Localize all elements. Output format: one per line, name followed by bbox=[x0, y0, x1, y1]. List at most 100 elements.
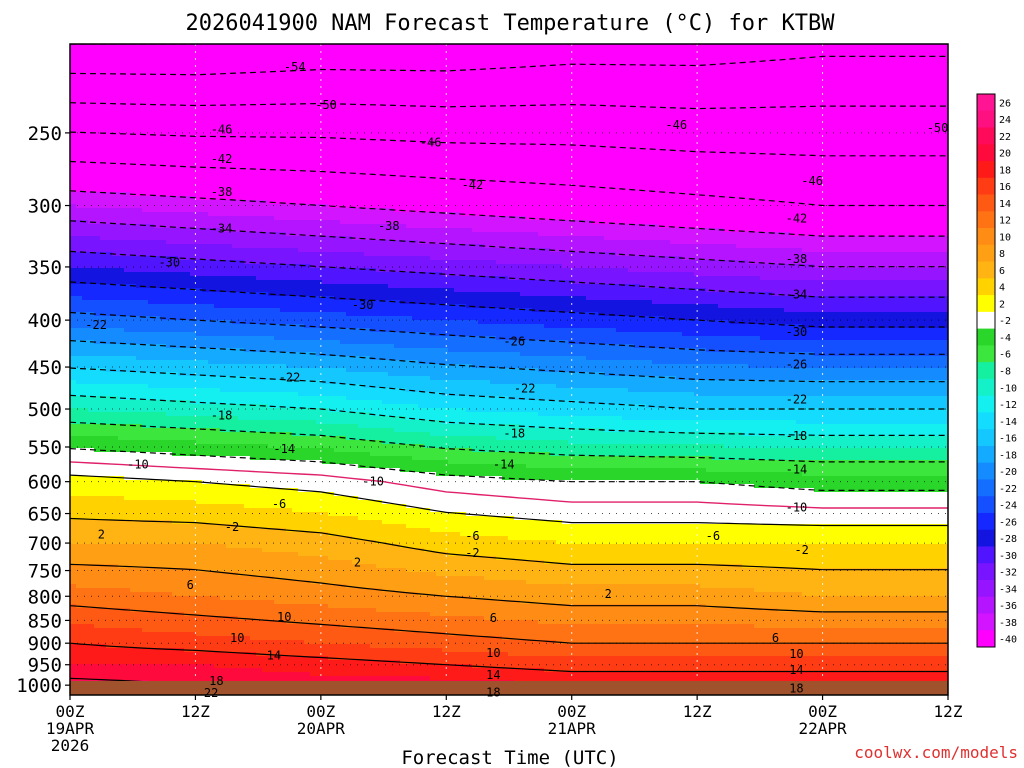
temp-cell bbox=[172, 596, 179, 601]
temp-cell bbox=[160, 400, 167, 405]
temp-cell bbox=[166, 480, 173, 485]
temp-cell bbox=[208, 664, 215, 669]
temp-cell bbox=[112, 280, 119, 285]
temp-cell bbox=[232, 516, 239, 521]
temp-cell bbox=[82, 192, 89, 197]
temp-cell bbox=[172, 504, 179, 509]
temp-cell bbox=[202, 216, 209, 221]
temp-cell bbox=[190, 672, 197, 677]
temp-cell bbox=[214, 228, 221, 233]
temp-cell bbox=[76, 196, 83, 201]
temp-cell bbox=[70, 148, 77, 153]
temp-cell bbox=[208, 404, 215, 409]
temp-cell bbox=[130, 588, 137, 593]
temp-cell bbox=[148, 348, 155, 353]
temp-cell bbox=[190, 572, 197, 577]
temp-cell bbox=[232, 544, 239, 549]
temp-cell bbox=[88, 560, 95, 565]
temp-cell bbox=[160, 56, 167, 61]
temp-cell bbox=[106, 436, 113, 441]
temp-cell bbox=[190, 548, 197, 553]
temp-cell bbox=[136, 76, 143, 81]
temp-cell bbox=[190, 444, 197, 449]
temp-cell bbox=[226, 76, 233, 81]
temp-cell bbox=[172, 572, 179, 577]
temp-cell bbox=[208, 340, 215, 345]
temp-cell bbox=[88, 332, 95, 337]
temp-cell bbox=[166, 164, 173, 169]
temp-cell bbox=[250, 328, 257, 333]
temp-cell bbox=[112, 492, 119, 497]
temp-cell bbox=[214, 516, 221, 521]
temp-cell bbox=[214, 232, 221, 237]
temp-cell bbox=[232, 584, 239, 589]
temp-cell bbox=[130, 572, 137, 577]
temp-cell bbox=[88, 592, 95, 597]
temp-cell bbox=[172, 412, 179, 417]
temp-cell bbox=[208, 124, 215, 129]
temp-cell bbox=[70, 432, 77, 437]
temp-cell bbox=[220, 220, 227, 225]
temp-cell bbox=[238, 56, 245, 61]
temp-cell bbox=[208, 660, 215, 665]
temp-cell bbox=[136, 380, 143, 385]
temp-cell bbox=[70, 116, 77, 121]
temp-cell bbox=[154, 308, 161, 313]
temp-cell bbox=[136, 88, 143, 93]
temp-cell bbox=[250, 48, 257, 53]
temp-cell bbox=[214, 68, 221, 73]
temp-cell bbox=[70, 164, 77, 169]
temp-cell bbox=[154, 596, 161, 601]
temp-cell bbox=[208, 520, 215, 525]
temp-cell bbox=[100, 332, 107, 337]
temp-cell bbox=[202, 320, 209, 325]
temp-cell bbox=[106, 248, 113, 253]
temp-cell bbox=[142, 168, 149, 173]
temp-cell bbox=[106, 552, 113, 557]
temp-cell bbox=[100, 560, 107, 565]
temp-cell bbox=[160, 476, 167, 481]
temp-cell bbox=[82, 484, 89, 489]
temp-cell bbox=[190, 604, 197, 609]
temp-cell bbox=[142, 616, 149, 621]
temp-cell bbox=[202, 512, 209, 517]
temp-cell bbox=[100, 248, 107, 253]
temp-cell bbox=[172, 332, 179, 337]
temp-cell bbox=[214, 188, 221, 193]
temp-cell bbox=[220, 532, 227, 537]
temp-cell bbox=[142, 348, 149, 353]
temp-cell bbox=[94, 112, 101, 117]
temp-cell bbox=[70, 444, 77, 449]
temp-cell bbox=[184, 388, 191, 393]
temp-cell bbox=[244, 340, 251, 345]
temp-cell bbox=[184, 152, 191, 157]
temp-cell bbox=[112, 548, 119, 553]
temp-cell bbox=[100, 348, 107, 353]
temp-cell bbox=[178, 200, 185, 205]
temp-cell bbox=[238, 476, 245, 481]
temp-cell bbox=[130, 140, 137, 145]
temp-cell bbox=[124, 448, 131, 453]
temp-cell bbox=[76, 412, 83, 417]
temp-cell bbox=[154, 436, 161, 441]
temp-cell bbox=[88, 440, 95, 445]
temp-cell bbox=[88, 308, 95, 313]
temp-cell bbox=[172, 176, 179, 181]
temp-cell bbox=[244, 452, 251, 457]
temp-cell bbox=[166, 424, 173, 429]
temp-cell bbox=[94, 136, 101, 141]
temp-cell bbox=[250, 60, 257, 65]
temp-cell bbox=[226, 424, 233, 429]
temp-cell bbox=[238, 556, 245, 561]
temp-cell bbox=[94, 148, 101, 153]
temp-cell bbox=[148, 512, 155, 517]
temp-cell bbox=[70, 92, 77, 97]
temp-cell bbox=[232, 472, 239, 477]
temp-cell bbox=[244, 632, 251, 637]
temp-cell bbox=[244, 76, 251, 81]
temp-cell bbox=[148, 612, 155, 617]
temp-cell bbox=[82, 668, 89, 673]
temp-cell bbox=[136, 156, 143, 161]
temp-cell bbox=[100, 280, 107, 285]
